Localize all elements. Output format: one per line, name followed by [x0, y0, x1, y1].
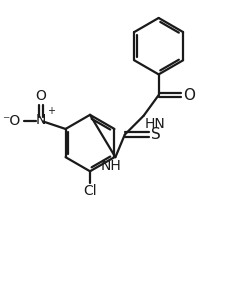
- Text: O: O: [183, 88, 195, 103]
- Text: Cl: Cl: [83, 184, 97, 198]
- Text: O: O: [36, 89, 47, 103]
- Text: N: N: [36, 113, 46, 128]
- Text: +: +: [47, 106, 55, 116]
- Text: S: S: [151, 127, 161, 142]
- Text: HN: HN: [144, 117, 165, 131]
- Text: NH: NH: [100, 159, 121, 173]
- Text: ⁻O: ⁻O: [2, 114, 20, 128]
